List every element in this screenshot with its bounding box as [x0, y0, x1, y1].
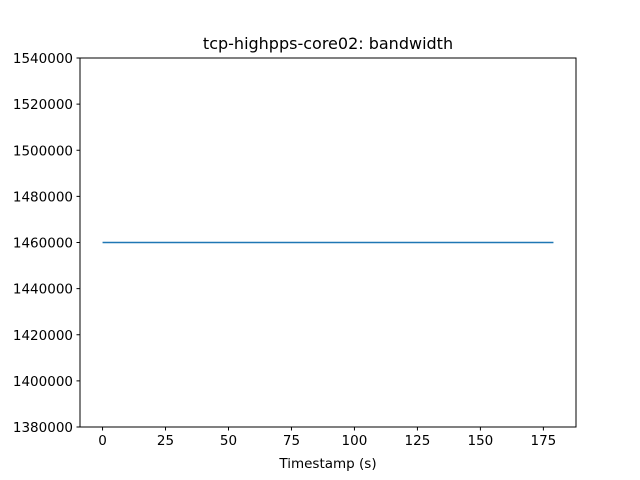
y-tick-label: 1540000 [13, 51, 73, 67]
x-tick-label: 50 [220, 433, 237, 449]
chart-title: tcp-highpps-core02: bandwidth [203, 34, 453, 53]
y-tick-label: 1400000 [13, 374, 73, 390]
y-tick-label: 1460000 [13, 236, 73, 252]
x-tick-label: 175 [530, 433, 556, 449]
x-tick-label: 100 [342, 433, 368, 449]
x-tick-label: 0 [98, 433, 107, 449]
y-tick-label: 1480000 [13, 189, 73, 205]
y-tick-label: 1440000 [13, 282, 73, 298]
x-tick-label: 150 [468, 433, 494, 449]
x-tick-label: 25 [157, 433, 174, 449]
x-tick-label: 75 [283, 433, 300, 449]
y-tick-label: 1420000 [13, 328, 73, 344]
y-axis: 1380000 1400000 1420000 1440000 1460000 14800… [13, 51, 80, 436]
y-tick-label: 1500000 [13, 143, 73, 159]
x-tick-label: 125 [405, 433, 431, 449]
plot-frame [79, 57, 577, 428]
y-tick-label: 1520000 [13, 97, 73, 113]
x-axis: 0 25 50 75 100 125 150 175 [98, 427, 556, 449]
x-axis-label: Timestamp (s) [278, 456, 376, 472]
y-tick-label: 1380000 [13, 420, 73, 436]
